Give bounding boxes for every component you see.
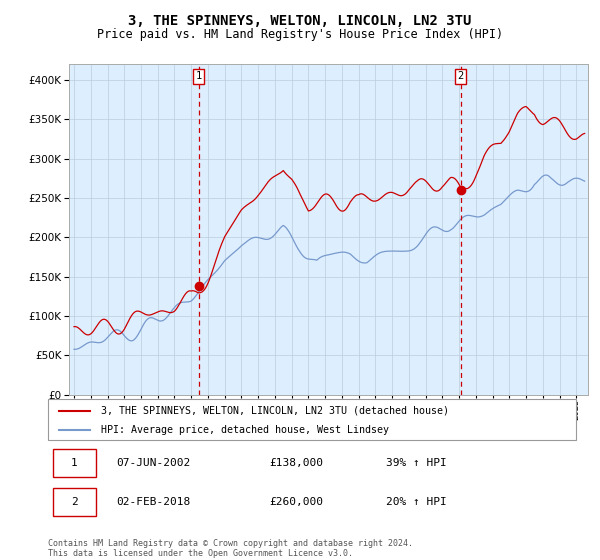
Text: 1: 1 <box>71 458 78 468</box>
Text: 1: 1 <box>196 71 202 81</box>
Text: £260,000: £260,000 <box>270 497 324 507</box>
Text: 07-JUN-2002: 07-JUN-2002 <box>116 458 191 468</box>
Text: Price paid vs. HM Land Registry's House Price Index (HPI): Price paid vs. HM Land Registry's House … <box>97 28 503 41</box>
FancyBboxPatch shape <box>48 399 576 440</box>
Text: 3, THE SPINNEYS, WELTON, LINCOLN, LN2 3TU: 3, THE SPINNEYS, WELTON, LINCOLN, LN2 3T… <box>128 14 472 28</box>
FancyBboxPatch shape <box>53 488 95 516</box>
Text: 39% ↑ HPI: 39% ↑ HPI <box>386 458 446 468</box>
Text: 2: 2 <box>457 71 464 81</box>
Text: 02-FEB-2018: 02-FEB-2018 <box>116 497 191 507</box>
Text: Contains HM Land Registry data © Crown copyright and database right 2024.
This d: Contains HM Land Registry data © Crown c… <box>48 539 413 558</box>
FancyBboxPatch shape <box>53 449 95 477</box>
Text: HPI: Average price, detached house, West Lindsey: HPI: Average price, detached house, West… <box>101 424 389 435</box>
Text: £138,000: £138,000 <box>270 458 324 468</box>
Text: 20% ↑ HPI: 20% ↑ HPI <box>386 497 446 507</box>
Text: 3, THE SPINNEYS, WELTON, LINCOLN, LN2 3TU (detached house): 3, THE SPINNEYS, WELTON, LINCOLN, LN2 3T… <box>101 405 449 416</box>
Text: 2: 2 <box>71 497 78 507</box>
